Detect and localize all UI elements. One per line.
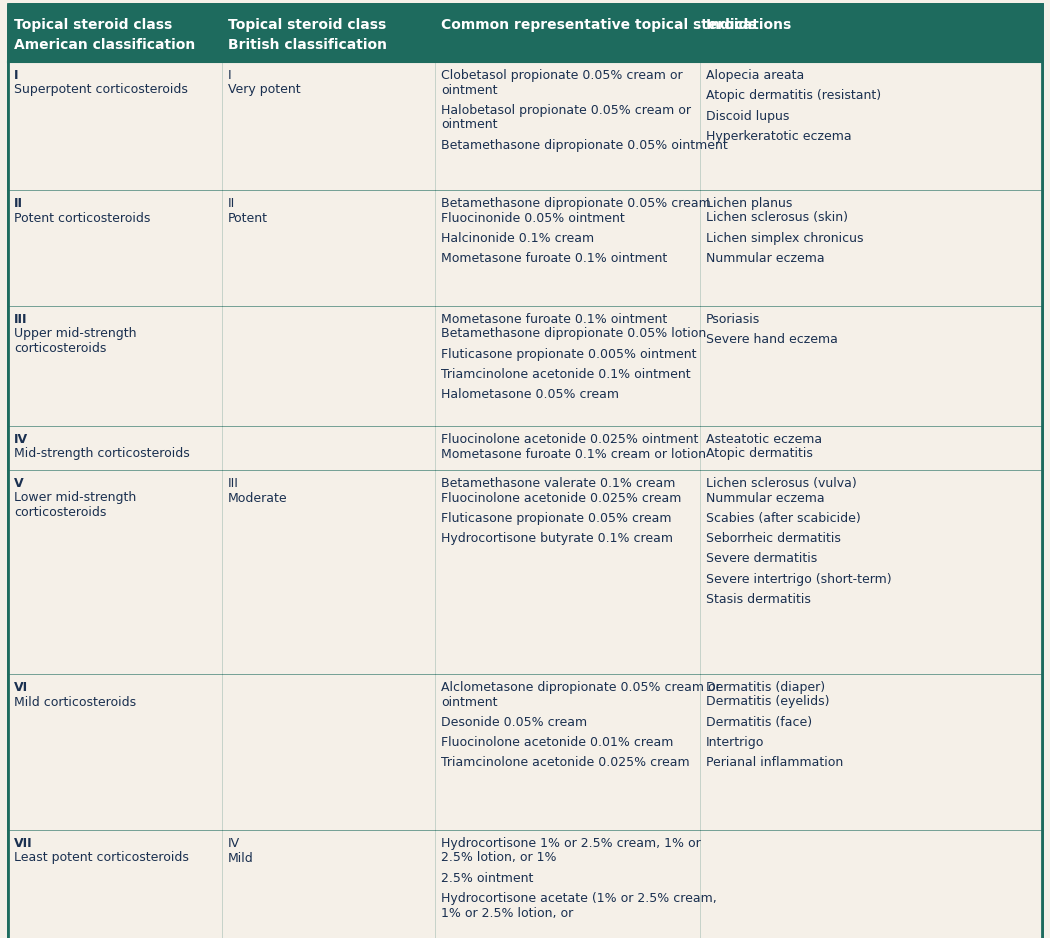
- Text: Superpotent corticosteroids: Superpotent corticosteroids: [14, 83, 188, 97]
- Text: Mild corticosteroids: Mild corticosteroids: [14, 695, 136, 708]
- Text: Clobetasol propionate 0.05% cream or: Clobetasol propionate 0.05% cream or: [441, 69, 682, 82]
- Text: Common representative topical steroids: Common representative topical steroids: [441, 18, 757, 32]
- Bar: [8, 190, 1042, 306]
- Text: Topical steroid class: Topical steroid class: [14, 18, 172, 32]
- Text: Halobetasol propionate 0.05% cream or: Halobetasol propionate 0.05% cream or: [441, 104, 691, 117]
- Text: Very potent: Very potent: [228, 83, 300, 97]
- Text: Hydrocortisone acetate (1% or 2.5% cream,: Hydrocortisone acetate (1% or 2.5% cream…: [441, 892, 717, 905]
- Text: Dermatitis (diaper): Dermatitis (diaper): [706, 681, 825, 694]
- Text: 2.5% ointment: 2.5% ointment: [441, 871, 533, 885]
- Text: Topical steroid class: Topical steroid class: [228, 18, 386, 32]
- Text: Mid-strength corticosteroids: Mid-strength corticosteroids: [14, 447, 190, 461]
- Text: Seborrheic dermatitis: Seborrheic dermatitis: [706, 532, 841, 545]
- Text: Desonide 0.05% cream: Desonide 0.05% cream: [441, 716, 587, 729]
- Text: Dermatitis (eyelids): Dermatitis (eyelids): [706, 695, 830, 708]
- Text: Lichen sclerosus (vulva): Lichen sclerosus (vulva): [706, 477, 857, 490]
- Text: VII: VII: [14, 837, 33, 850]
- Bar: [8, 470, 1042, 674]
- Text: Fluticasone propionate 0.05% cream: Fluticasone propionate 0.05% cream: [441, 512, 672, 524]
- Text: Hydrocortisone 1% or 2.5% cream, 1% or: Hydrocortisone 1% or 2.5% cream, 1% or: [441, 837, 700, 850]
- Text: Mild: Mild: [228, 852, 254, 865]
- Text: Lichen simplex chronicus: Lichen simplex chronicus: [706, 232, 863, 245]
- Text: Halcinonide 0.1% cream: Halcinonide 0.1% cream: [441, 232, 594, 245]
- Text: Severe dermatitis: Severe dermatitis: [706, 552, 817, 566]
- Text: Stasis dermatitis: Stasis dermatitis: [706, 593, 811, 606]
- Text: Upper mid-strength: Upper mid-strength: [14, 327, 136, 340]
- Text: Alclometasone dipropionate 0.05% cream or: Alclometasone dipropionate 0.05% cream o…: [441, 681, 720, 694]
- Text: Potent: Potent: [228, 211, 268, 224]
- Text: Mometasone furoate 0.1% ointment: Mometasone furoate 0.1% ointment: [441, 313, 667, 326]
- Text: British classification: British classification: [228, 38, 387, 52]
- Text: American classification: American classification: [14, 38, 195, 52]
- Text: Triamcinolone acetonide 0.1% ointment: Triamcinolone acetonide 0.1% ointment: [441, 368, 691, 381]
- Text: Severe hand eczema: Severe hand eczema: [706, 333, 838, 346]
- Text: Lower mid-strength: Lower mid-strength: [14, 492, 136, 505]
- Text: V: V: [14, 477, 23, 490]
- Text: Betamethasone dipropionate 0.05% lotion: Betamethasone dipropionate 0.05% lotion: [441, 327, 707, 340]
- Bar: [8, 62, 1042, 190]
- Text: Betamethasone dipropionate 0.05% ointment: Betamethasone dipropionate 0.05% ointmen…: [441, 139, 728, 152]
- Text: Lichen sclerosus (skin): Lichen sclerosus (skin): [706, 211, 848, 224]
- Bar: [8, 830, 1042, 938]
- Text: VI: VI: [14, 681, 28, 694]
- Text: Hyperkeratotic eczema: Hyperkeratotic eczema: [706, 129, 852, 143]
- Text: Asteatotic eczema: Asteatotic eczema: [706, 433, 822, 446]
- Text: corticosteroids: corticosteroids: [14, 506, 106, 519]
- Bar: [8, 306, 1042, 426]
- Text: Mometasone furoate 0.1% cream or lotion: Mometasone furoate 0.1% cream or lotion: [441, 447, 706, 461]
- Text: I: I: [228, 69, 232, 82]
- Text: 1% or 2.5% lotion, or: 1% or 2.5% lotion, or: [441, 907, 573, 919]
- Text: ointment: ointment: [441, 695, 498, 708]
- Text: Potent corticosteroids: Potent corticosteroids: [14, 211, 150, 224]
- Text: ointment: ointment: [441, 118, 498, 131]
- Text: Fluticasone propionate 0.005% ointment: Fluticasone propionate 0.005% ointment: [441, 348, 696, 361]
- Text: II: II: [228, 197, 235, 210]
- Text: Fluocinolone acetonide 0.01% cream: Fluocinolone acetonide 0.01% cream: [441, 736, 673, 749]
- Text: 2.5% lotion, or 1%: 2.5% lotion, or 1%: [441, 852, 556, 865]
- Text: Intertrigo: Intertrigo: [706, 736, 764, 749]
- Text: Alopecia areata: Alopecia areata: [706, 69, 804, 82]
- Text: corticosteroids: corticosteroids: [14, 342, 106, 355]
- Text: Atopic dermatitis (resistant): Atopic dermatitis (resistant): [706, 89, 881, 102]
- Text: Least potent corticosteroids: Least potent corticosteroids: [14, 852, 189, 865]
- Text: IV: IV: [14, 433, 28, 446]
- Text: Triamcinolone acetonide 0.025% cream: Triamcinolone acetonide 0.025% cream: [441, 756, 690, 769]
- Text: Betamethasone valerate 0.1% cream: Betamethasone valerate 0.1% cream: [441, 477, 675, 490]
- Text: Nummular eczema: Nummular eczema: [706, 492, 824, 505]
- Text: IV: IV: [228, 837, 240, 850]
- Text: Fluocinolone acetonide 0.025% cream: Fluocinolone acetonide 0.025% cream: [441, 492, 681, 505]
- Bar: [8, 4, 1042, 62]
- Text: Discoid lupus: Discoid lupus: [706, 110, 790, 123]
- Text: Severe intertrigo (short-term): Severe intertrigo (short-term): [706, 573, 891, 585]
- Text: Betamethasone dipropionate 0.05% cream: Betamethasone dipropionate 0.05% cream: [441, 197, 711, 210]
- Text: III: III: [14, 313, 27, 326]
- Bar: [8, 426, 1042, 470]
- Text: Mometasone furoate 0.1% ointment: Mometasone furoate 0.1% ointment: [441, 252, 667, 265]
- Text: III: III: [228, 477, 239, 490]
- Text: Fluocinolone acetonide 0.025% ointment: Fluocinolone acetonide 0.025% ointment: [441, 433, 698, 446]
- Text: Lichen planus: Lichen planus: [706, 197, 793, 210]
- Text: Moderate: Moderate: [228, 492, 288, 505]
- Text: ointment: ointment: [441, 83, 498, 97]
- Text: Fluocinonide 0.05% ointment: Fluocinonide 0.05% ointment: [441, 211, 625, 224]
- Text: Atopic dermatitis: Atopic dermatitis: [706, 447, 813, 461]
- Text: Nummular eczema: Nummular eczema: [706, 252, 824, 265]
- Bar: [8, 674, 1042, 830]
- Text: Dermatitis (face): Dermatitis (face): [706, 716, 812, 729]
- Text: Indications: Indications: [706, 18, 793, 32]
- Text: Perianal inflammation: Perianal inflammation: [706, 756, 843, 769]
- Text: Scabies (after scabicide): Scabies (after scabicide): [706, 512, 861, 524]
- Text: Psoriasis: Psoriasis: [706, 313, 760, 326]
- Text: Hydrocortisone butyrate 0.1% cream: Hydrocortisone butyrate 0.1% cream: [441, 532, 673, 545]
- Text: I: I: [14, 69, 19, 82]
- Text: II: II: [14, 197, 23, 210]
- Text: Halometasone 0.05% cream: Halometasone 0.05% cream: [441, 388, 620, 401]
